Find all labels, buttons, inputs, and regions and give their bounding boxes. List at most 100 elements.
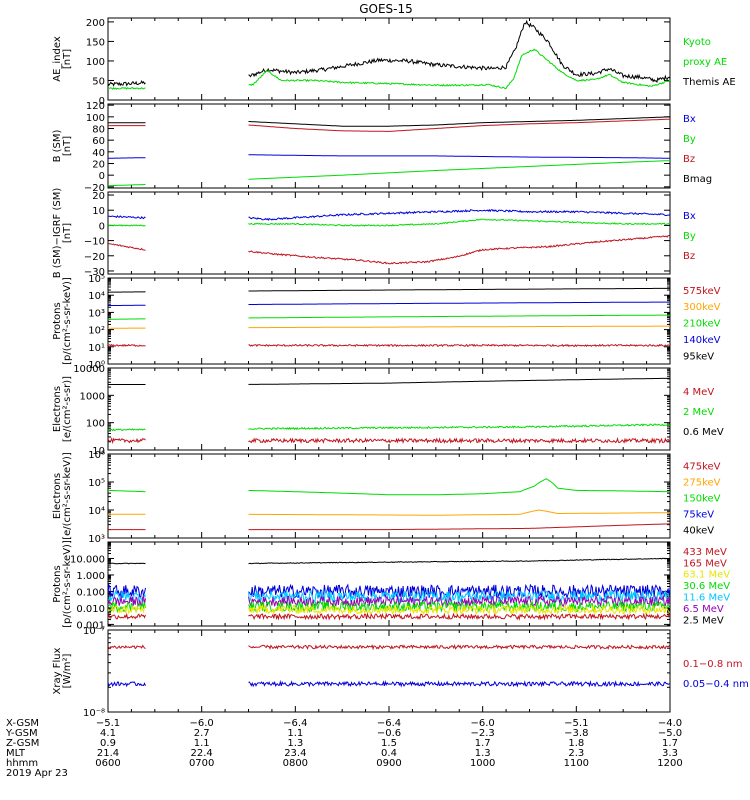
legend-entry: 40keV [683, 526, 714, 537]
y-axis-label: [p/(cm²-s-sr-keV)] [62, 277, 73, 365]
y-axis-label: [p/(cm²-s-sr-keV)] [62, 540, 73, 628]
legend-entry: Bx [683, 211, 696, 222]
series-line-blue [108, 679, 670, 688]
series-line-red [108, 612, 670, 621]
panel-4: 10⁰ 10¹ 10² 10³ 10⁴ 10⁵ Protons [p/(cm²-s-sr-ke… [52, 274, 721, 371]
series-line-purple [108, 594, 670, 608]
legend-entry: By [683, 231, 696, 242]
series-line-green [108, 478, 670, 496]
figure-title: GOES-15 [359, 2, 413, 16]
panel-6: 10³ 10⁴ 10⁵ 10⁶ Electrons [e/(cm²-s-sr-keV)] 4… [52, 450, 721, 545]
x-row-value: 0600 [95, 758, 120, 769]
y-axis-label: [W/m²] [62, 653, 73, 688]
x-row-value: −6.4 [283, 718, 307, 729]
legend-entry: 210keV [683, 319, 721, 330]
panel-frame [107, 541, 671, 627]
y-tick-label: 50 [92, 76, 105, 87]
legend-entry: 575keV [683, 286, 721, 297]
x-row-value: 4.1 [100, 728, 116, 739]
y-tick-label: 10³ [88, 534, 105, 545]
series-line-yellow [108, 603, 670, 616]
y-tick-label: −20 [84, 252, 105, 263]
y-tick-label: 120 [86, 101, 105, 112]
x-row-value: 0700 [189, 758, 214, 769]
y-tick-label: 10⁵ [88, 274, 105, 285]
x-row-value: 1.7 [475, 738, 491, 749]
y-tick-label: 0.001 [76, 620, 105, 631]
legend-entry: 30.6 MeV [683, 581, 730, 592]
x-row-value: 1.1 [194, 738, 210, 749]
y-tick-label: 10² [88, 326, 105, 337]
series-line-black [108, 287, 670, 293]
legend-entry: 0.05−0.4 nm [683, 679, 749, 690]
x-row-value: −2.3 [471, 728, 495, 739]
legend-entry: Bmag [683, 174, 712, 185]
y-tick-label: 10³ [88, 308, 105, 319]
series-line-red [108, 644, 670, 651]
x-row-value: 1.8 [568, 738, 584, 749]
legend-entry: 11.6 MeV [683, 593, 730, 604]
legend-entry: 75keV [683, 510, 714, 521]
x-row-value: 1.5 [381, 738, 397, 749]
panel-frame [107, 103, 671, 189]
panel-1: 0 50 100 150 200 AE_index [nT] Kyoto proxy AE The… [52, 17, 736, 107]
y-tick-label: 100 [86, 113, 105, 124]
x-row-label: X-GSM [6, 718, 39, 729]
y-tick-label: 10⁻⁸ [83, 708, 105, 719]
legend-entry: Bz [683, 251, 695, 262]
legend-entry: Bz [683, 154, 695, 165]
legend-entry: 150keV [683, 494, 721, 505]
legend-entry: 0.6 MeV [683, 427, 724, 438]
legend-entry: 275keV [683, 478, 721, 489]
x-row-value: 1100 [564, 758, 589, 769]
y-tick-label: 1.000 [76, 571, 105, 582]
legend-entry: 2 MeV [683, 407, 714, 418]
y-tick-label: 0 [99, 221, 105, 232]
legend-entry: 63.1 MeV [683, 570, 730, 581]
y-tick-label: 100 [86, 57, 105, 68]
series-line-red [108, 234, 670, 265]
x-row-value: −6.0 [190, 718, 214, 729]
legend-entry: 165 MeV [683, 558, 727, 569]
x-row-value: 1000 [470, 758, 495, 769]
x-row-value: −3.8 [564, 728, 588, 739]
legend-entry: 95keV [683, 351, 714, 362]
x-row-label: Y-GSM [5, 728, 38, 739]
y-tick-label: 0 [99, 96, 105, 107]
figure-date: 2019 Apr 23 [6, 768, 68, 779]
legend-entry: 4 MeV [683, 387, 714, 398]
legend-entry: 433 MeV [683, 547, 727, 558]
y-axis-label: Electrons [52, 473, 63, 519]
y-tick-label: 10⁰ [88, 360, 105, 371]
x-row-value: 1200 [657, 758, 682, 769]
series-line-blue [108, 154, 670, 159]
y-tick-label: 20 [92, 160, 105, 171]
x-row-value: 3.3 [662, 748, 678, 759]
y-axis-label: [e/(cm²-s-sr-keV)] [62, 452, 73, 540]
series-line-green [108, 48, 670, 90]
panel-5: 10 100 1000 10000 Electrons [e/(cm²-s-sr)] 4 M… [52, 364, 724, 457]
y-tick-label: 10⁴ [88, 506, 105, 517]
series-line-red [108, 436, 670, 445]
legend-entry: Bx [683, 114, 696, 125]
panel-frame [107, 277, 671, 365]
panel-3: −30 −20 −10 0 10 20 B (SM)−IGRF (SM) [nT] Bx By Bz [52, 188, 696, 279]
y-tick-label: 10⁶ [88, 450, 105, 461]
x-row-value: −0.6 [377, 728, 401, 739]
panel-frame [107, 367, 671, 451]
series-line-blue [108, 208, 670, 222]
legend-entry: 2.5 MeV [683, 615, 724, 626]
x-row-value: 22.4 [191, 748, 213, 759]
x-row-value: 1.7 [662, 738, 678, 749]
x-row-value: 2.3 [568, 748, 584, 759]
y-axis-label: Protons [52, 302, 63, 339]
y-axis-label: Protons [52, 565, 63, 602]
y-axis-label: Xray Flux [52, 647, 63, 694]
y-axis-label: [nT] [62, 49, 73, 69]
x-row-value: 1.3 [287, 738, 303, 749]
x-row-value: 2.7 [194, 728, 210, 739]
y-tick-label: −20 [84, 183, 105, 194]
legend-entry: 475keV [683, 462, 721, 473]
y-tick-label: 10⁴ [88, 291, 105, 302]
